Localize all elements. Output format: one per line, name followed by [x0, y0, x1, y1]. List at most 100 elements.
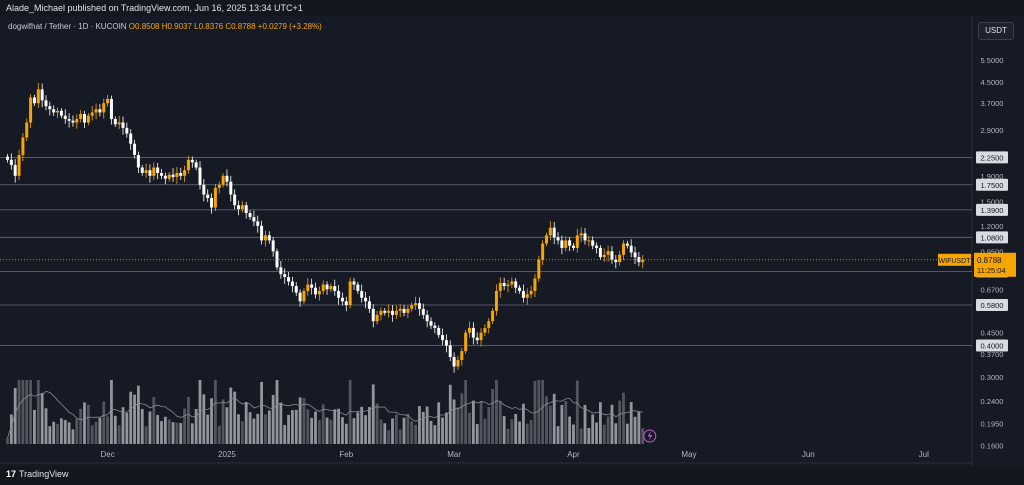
volume-bar [622, 392, 625, 444]
candle-body [9, 159, 13, 165]
volume-bar [56, 423, 59, 444]
lightning-icon [643, 429, 657, 443]
footer-bar: 17 TradingView [0, 466, 1024, 485]
candle-body [279, 267, 283, 275]
candle-body [17, 154, 21, 176]
candle-body [414, 303, 418, 306]
candle-body [348, 281, 352, 306]
candle-body [310, 284, 314, 288]
volume-bar [148, 411, 152, 444]
candle-body [441, 335, 445, 341]
candle-body [610, 251, 614, 260]
volume-bar [325, 417, 329, 444]
volume-bar [448, 384, 452, 444]
candle-body [537, 259, 541, 279]
candle-body [202, 184, 206, 195]
candle-body [52, 109, 56, 113]
volume-bar [537, 380, 541, 444]
volume-bar [371, 384, 375, 444]
x-tick-label: Apr [567, 450, 580, 459]
candle-body [59, 110, 63, 116]
y-tick-label: 0.1600 [981, 441, 1004, 450]
candle-body [398, 308, 402, 311]
currency-button[interactable]: USDT [978, 22, 1014, 40]
volume-bar [306, 409, 310, 444]
candle-body [252, 217, 256, 222]
volume-bar [402, 417, 406, 444]
volume-bar [260, 381, 263, 444]
candle-body [521, 290, 525, 298]
volume-bar [287, 414, 290, 444]
level-price-label: 1.7500 [981, 181, 1004, 190]
volume-bar [487, 407, 491, 444]
volume-bar [137, 385, 140, 444]
candle-body [506, 284, 510, 287]
candle-body [564, 240, 568, 248]
candle-body [113, 119, 117, 125]
candle-body [29, 97, 33, 123]
volume-bar [560, 405, 564, 444]
volume-bar [44, 408, 48, 444]
y-tick-label: 1.9000 [981, 172, 1004, 181]
candle-body [483, 327, 487, 333]
volume-bar [264, 414, 267, 444]
candle-body [298, 292, 302, 302]
candle-body [367, 301, 371, 309]
volume-bar [75, 418, 79, 444]
volume-ma-line [7, 390, 643, 439]
volume-bar [518, 421, 521, 444]
candle-body [371, 308, 375, 322]
volume-bar [256, 413, 260, 444]
volume-bar [568, 416, 571, 444]
candle-body [622, 243, 625, 255]
candle-body [217, 184, 221, 188]
volume-bar [333, 409, 337, 444]
candle-body [375, 314, 379, 322]
volume-bar [140, 408, 144, 444]
volume-bar [6, 438, 9, 444]
candle-body [587, 240, 591, 242]
volume-bar [629, 402, 633, 444]
candle-body [352, 281, 356, 285]
volume-bar [175, 422, 179, 444]
volume-bar [637, 411, 641, 444]
candle-body [25, 122, 29, 138]
candle-body [260, 225, 264, 241]
candle-body [314, 287, 317, 295]
candle-body [452, 356, 456, 367]
volume-bar [144, 426, 148, 444]
volume-bar [267, 410, 271, 444]
volume-bar [40, 392, 44, 444]
candle-body [514, 281, 518, 288]
volume-bar [368, 407, 371, 444]
candle-body [294, 286, 298, 293]
level-price-label-bg [976, 203, 1008, 216]
candle-body [44, 100, 48, 107]
candle-body [625, 243, 629, 246]
candle-body [487, 321, 491, 328]
volume-bar [429, 420, 433, 444]
candle-body [498, 283, 502, 291]
candle-body [575, 235, 579, 248]
volume-bar [510, 419, 514, 444]
candle-body [248, 213, 252, 218]
candle-body [360, 290, 364, 298]
volume-bar [348, 380, 352, 444]
candle-body [90, 112, 94, 116]
candle-body [175, 172, 179, 177]
candle-body [329, 286, 333, 290]
candle-body [402, 308, 406, 313]
candle-body [317, 290, 321, 295]
volume-bar [522, 403, 525, 444]
candle-body [233, 194, 237, 206]
candle-body [552, 227, 556, 238]
candle-body [179, 172, 183, 176]
volume-bar [541, 380, 545, 444]
chart-panel[interactable]: 7.00005.50004.50003.70002.90002.25001.90… [0, 16, 1024, 466]
volume-bar [133, 394, 136, 444]
candle-body [425, 314, 429, 322]
x-tick-label: May [681, 450, 696, 459]
y-tick-label: 0.3000 [981, 373, 1004, 382]
price-chart[interactable]: 7.00005.50004.50003.70002.90002.25001.90… [0, 16, 1024, 466]
candle-body [140, 167, 144, 173]
